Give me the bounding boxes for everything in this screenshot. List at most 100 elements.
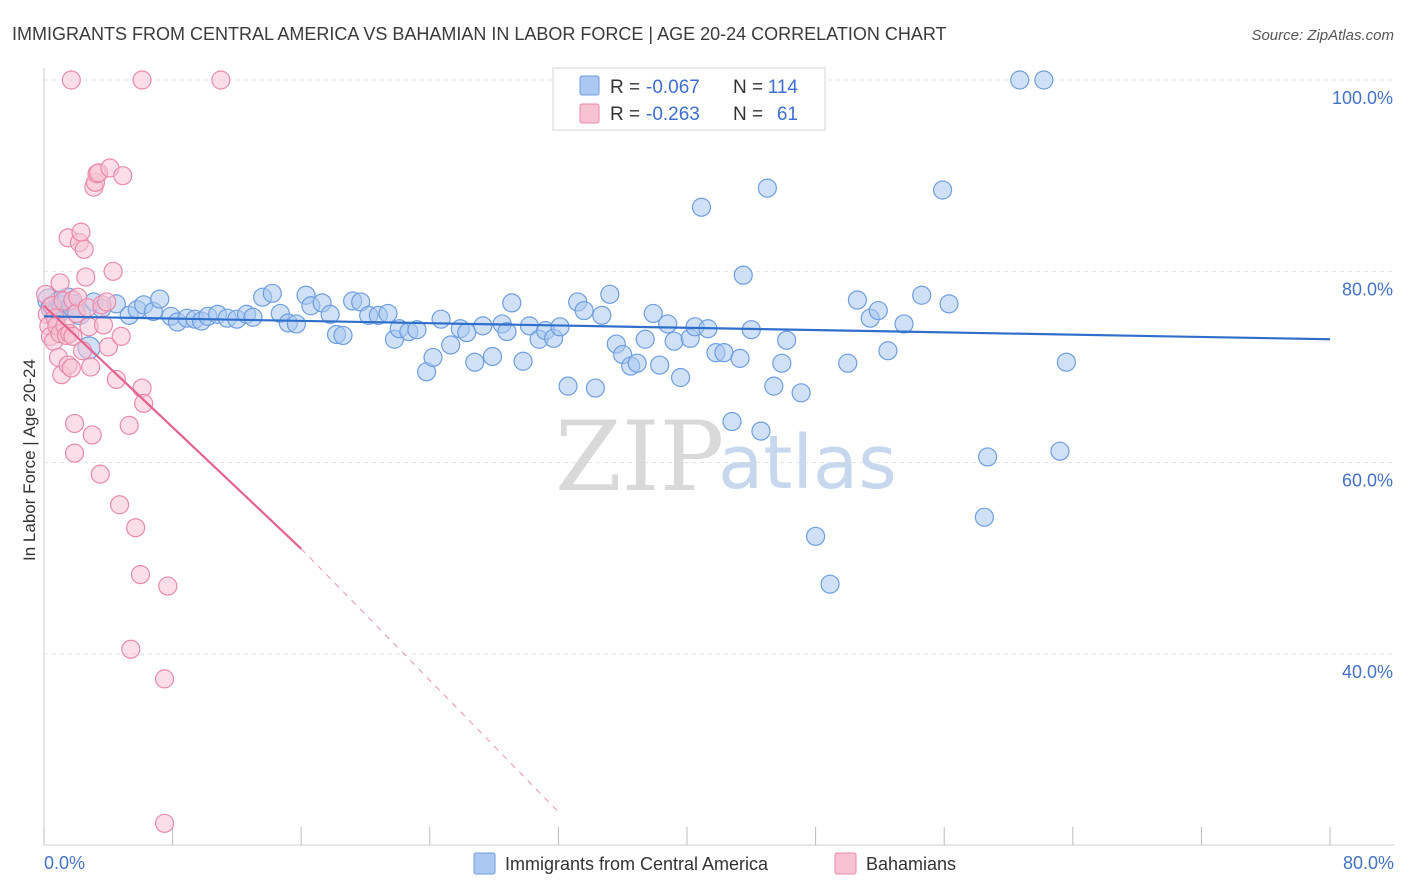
central-america-point-56 bbox=[482, 346, 503, 367]
central-america-point-78 bbox=[650, 355, 670, 375]
central-america-point-50 bbox=[431, 309, 451, 329]
central-america-point-96 bbox=[777, 330, 797, 350]
bahamians-point-47 bbox=[111, 326, 131, 346]
y-axis-label: In Labor Force | Age 20-24 bbox=[20, 359, 39, 561]
central-america-point-51 bbox=[441, 335, 461, 355]
bahamians-point-46 bbox=[109, 495, 130, 515]
bahamians-point-22 bbox=[64, 443, 85, 463]
x-tick-label-max: 80.0% bbox=[1343, 853, 1394, 873]
central-america-point-113 bbox=[1050, 441, 1070, 461]
central-america-point-65 bbox=[550, 317, 570, 337]
central-america-point-71 bbox=[600, 284, 620, 304]
central-america-point-54 bbox=[465, 352, 485, 372]
legend-n-value-2: 61 bbox=[777, 104, 798, 125]
series-legend-swatch-blue bbox=[473, 852, 496, 875]
legend-r-value-2: -0.263 bbox=[646, 104, 700, 125]
central-america-point-101 bbox=[847, 290, 867, 310]
bahamians-point-41 bbox=[97, 292, 117, 312]
central-america-point-106 bbox=[912, 285, 932, 305]
legend-r-value-1: -0.067 bbox=[646, 77, 700, 98]
central-america-point-69 bbox=[585, 378, 605, 398]
series-legend-label-1: Immigrants from Central America bbox=[505, 854, 769, 874]
bahamians-point-48 bbox=[113, 166, 133, 186]
series-legend: Immigrants from Central America Bahamian… bbox=[473, 852, 956, 875]
central-america-point-100 bbox=[838, 353, 858, 373]
central-america-point-98 bbox=[805, 526, 826, 546]
y-tick-label-1: 80.0% bbox=[1342, 279, 1393, 299]
bahamians-point-57 bbox=[154, 813, 175, 833]
central-america-point-104 bbox=[878, 341, 898, 361]
central-america-point-55 bbox=[473, 316, 493, 336]
bahamians-point-9 bbox=[50, 273, 70, 293]
watermark-zip: ZIP bbox=[555, 401, 724, 513]
bahamians-point-27 bbox=[72, 341, 93, 361]
central-america-point-80 bbox=[664, 331, 684, 351]
central-america-point-53 bbox=[457, 322, 477, 343]
watermark: ZIP atlas bbox=[555, 401, 897, 513]
central-america-point-93 bbox=[757, 178, 777, 198]
central-america-point-79 bbox=[658, 314, 678, 334]
central-america-point-60 bbox=[513, 351, 533, 371]
central-america-point-89 bbox=[730, 348, 750, 368]
central-america-point-43 bbox=[378, 303, 398, 324]
central-america-point-49 bbox=[423, 347, 443, 368]
bahamians-point-60 bbox=[211, 70, 231, 90]
central-america-point-58 bbox=[497, 322, 517, 342]
series-legend-label-2: Bahamians bbox=[866, 854, 956, 874]
bahamians-point-58 bbox=[61, 70, 81, 90]
bahamians-point-38 bbox=[90, 464, 110, 484]
central-america-point-36 bbox=[320, 304, 340, 324]
central-america-point-108 bbox=[939, 294, 959, 314]
central-america-point-77 bbox=[643, 303, 663, 324]
series-legend-swatch-pink bbox=[834, 852, 857, 875]
bahamians-point-29 bbox=[76, 267, 96, 287]
legend-r-label-1: R = bbox=[610, 77, 640, 98]
bahamians-point-56 bbox=[154, 669, 175, 689]
gridlines bbox=[44, 79, 1394, 655]
legend-swatch-pink bbox=[579, 103, 600, 124]
central-america-point-81 bbox=[670, 367, 691, 388]
bahamians-point-33 bbox=[82, 425, 102, 445]
y-tick-labels: 100.0% 80.0% 60.0% 40.0% bbox=[1332, 88, 1393, 682]
central-america-point-68 bbox=[574, 300, 594, 321]
bahamians-point-51 bbox=[121, 639, 141, 659]
bahamians-point-49 bbox=[119, 415, 139, 435]
central-america-point-109 bbox=[978, 447, 998, 467]
bahamians-point-40 bbox=[93, 315, 114, 335]
central-america-point-111 bbox=[1010, 70, 1030, 90]
central-america-point-103 bbox=[868, 300, 888, 321]
x-tick-label-min: 0.0% bbox=[44, 853, 85, 873]
central-america-point-92 bbox=[751, 421, 771, 441]
trend-line-central-america bbox=[43, 315, 1331, 341]
bahamians-point-18 bbox=[61, 358, 81, 378]
central-america-point-32 bbox=[286, 314, 306, 334]
central-america-point-27 bbox=[243, 307, 263, 327]
bahamians-point-45 bbox=[106, 369, 126, 390]
axes bbox=[43, 68, 1394, 846]
correlation-legend: R = -0.067 N = 114 R = -0.263 N = 61 bbox=[552, 67, 826, 131]
central-america-point-110 bbox=[974, 507, 994, 527]
central-america-point-16 bbox=[150, 289, 170, 309]
y-tick-label-0: 100.0% bbox=[1332, 88, 1393, 108]
central-america-point-112 bbox=[1034, 70, 1054, 90]
central-america-point-105 bbox=[894, 314, 914, 334]
chart-title: IMMIGRANTS FROM CENTRAL AMERICA VS BAHAM… bbox=[12, 24, 947, 44]
central-america-point-99 bbox=[820, 574, 840, 594]
central-america-point-114 bbox=[1056, 352, 1076, 372]
central-america-point-70 bbox=[592, 305, 612, 325]
trend-lines bbox=[43, 304, 1331, 813]
legend-swatch-blue bbox=[579, 75, 600, 96]
bahamians-point-44 bbox=[103, 261, 123, 281]
bahamians-point-50 bbox=[126, 518, 146, 538]
series-bahamians-points bbox=[36, 70, 231, 833]
central-america-point-107 bbox=[932, 180, 953, 200]
y-tick-label-2: 60.0% bbox=[1342, 471, 1393, 491]
central-america-point-97 bbox=[791, 383, 811, 403]
bahamians-point-42 bbox=[98, 337, 118, 357]
watermark-atlas: atlas bbox=[718, 420, 897, 506]
bahamians-point-59 bbox=[132, 70, 152, 90]
central-america-point-88 bbox=[722, 411, 742, 432]
central-america-point-38 bbox=[333, 325, 353, 346]
central-america-point-59 bbox=[502, 293, 522, 313]
